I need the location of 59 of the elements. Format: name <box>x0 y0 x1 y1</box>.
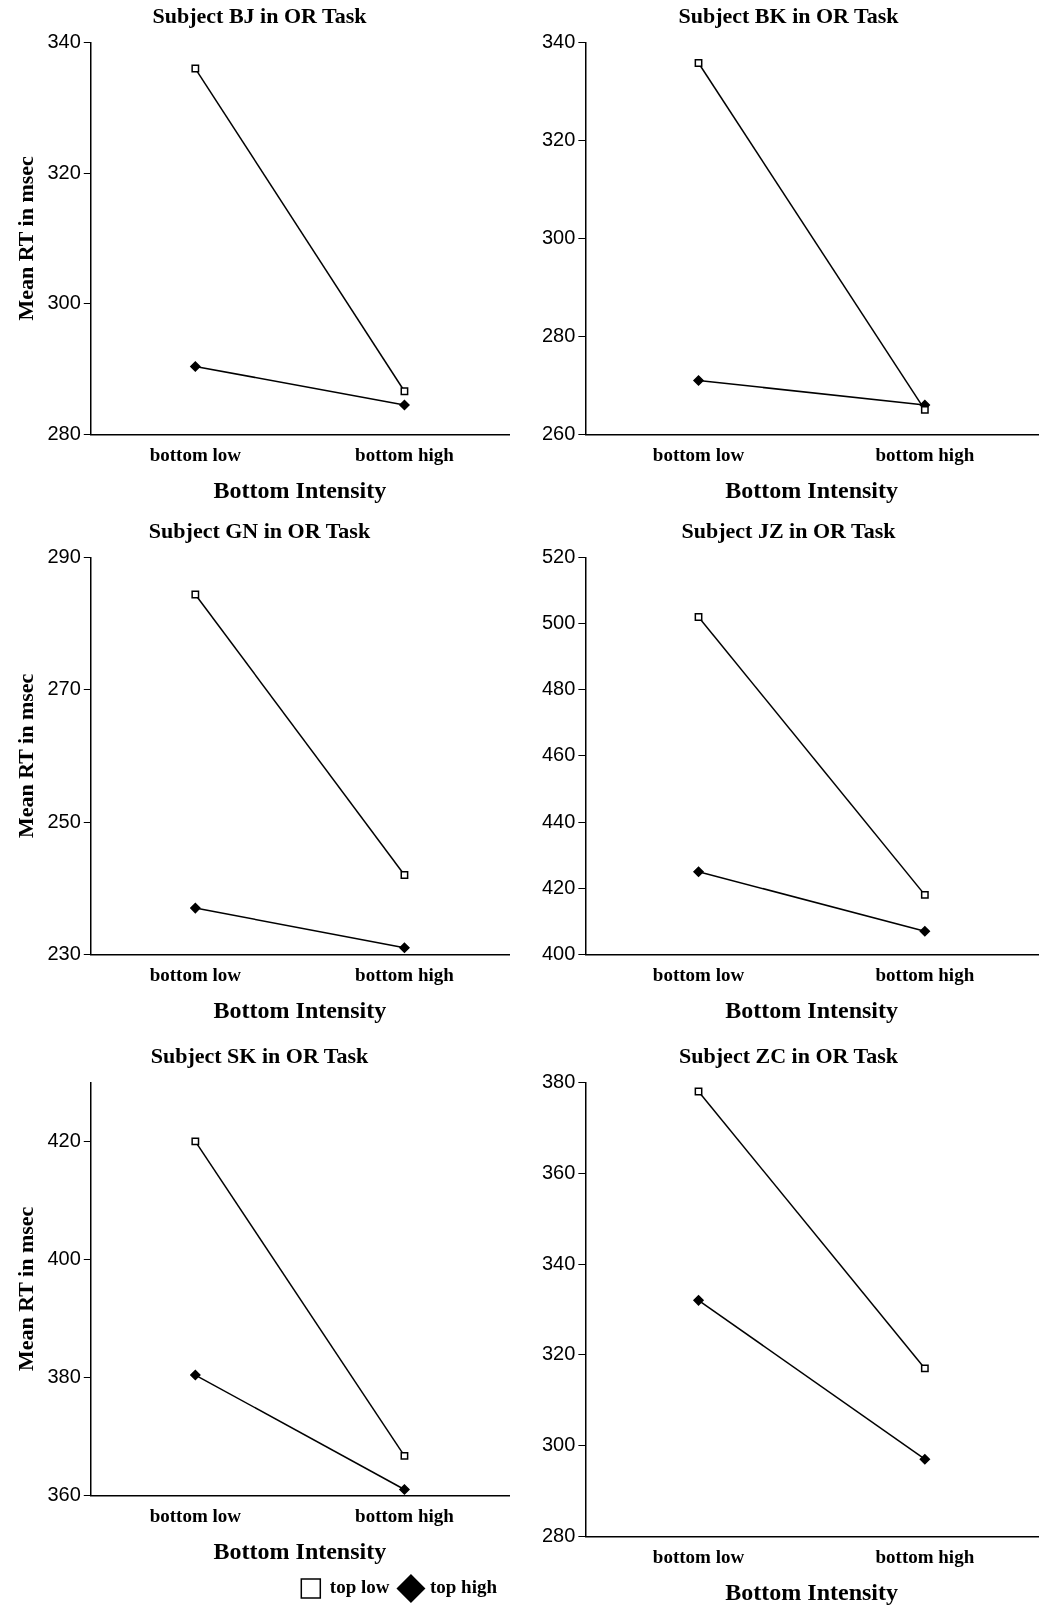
y-tick-label: 250 <box>47 809 81 832</box>
y-tick-label: 300 <box>541 225 576 248</box>
y-tick-label: 340 <box>541 1251 576 1274</box>
x-axis-title: Bottom Intensity <box>213 1537 387 1564</box>
y-tick-label: 380 <box>541 1069 576 1092</box>
x-tick-label: bottom low <box>149 443 242 465</box>
y-tick-label: 280 <box>541 323 576 346</box>
x-tick-label: bottom low <box>149 963 242 985</box>
y-tick-label: 290 <box>47 544 81 567</box>
y-axis-title: Mean RT in msec <box>12 673 38 839</box>
y-tick-label: 300 <box>541 1433 576 1456</box>
legend-label: top low <box>329 1576 390 1598</box>
y-tick-label: 440 <box>541 809 576 832</box>
legend-label: top high <box>429 1576 498 1598</box>
chart-title: Subject JZ in OR Task <box>681 517 897 543</box>
y-tick-label: 340 <box>47 29 81 52</box>
chart-title: Subject SK in OR Task <box>150 1042 370 1068</box>
y-tick-label: 500 <box>541 611 576 634</box>
chart-title: Subject BJ in OR Task <box>152 2 368 28</box>
y-tick-label: 520 <box>541 544 576 567</box>
x-axis-title: Bottom Intensity <box>213 476 387 503</box>
y-tick-label: 280 <box>541 1523 576 1546</box>
y-tick-label: 260 <box>541 421 576 444</box>
x-tick-label: bottom high <box>355 1504 455 1526</box>
y-tick-label: 270 <box>47 677 81 700</box>
x-tick-label: bottom high <box>875 1545 975 1567</box>
chart-title: Subject GN in OR Task <box>148 517 371 543</box>
y-tick-label: 280 <box>47 421 81 444</box>
y-tick-label: 360 <box>541 1160 576 1183</box>
x-tick-label: bottom high <box>355 443 455 465</box>
y-tick-label: 480 <box>541 677 576 700</box>
x-tick-label: bottom high <box>875 963 975 985</box>
y-tick-label: 420 <box>47 1128 81 1151</box>
x-axis-title: Bottom Intensity <box>725 996 899 1023</box>
chart-title: Subject BK in OR Task <box>678 2 900 28</box>
x-tick-label: bottom low <box>149 1504 242 1526</box>
chart-title: Subject ZC in OR Task <box>679 1042 899 1068</box>
x-tick-label: bottom low <box>652 1545 745 1567</box>
y-tick-label: 460 <box>541 743 576 766</box>
x-tick-label: bottom high <box>875 443 975 465</box>
y-tick-label: 320 <box>47 160 81 183</box>
y-tick-label: 300 <box>47 291 81 314</box>
y-tick-label: 360 <box>47 1482 81 1505</box>
y-axis-title: Mean RT in msec <box>12 155 38 321</box>
y-tick-label: 320 <box>541 1342 576 1365</box>
y-tick-label: 400 <box>541 941 576 964</box>
y-tick-label: 400 <box>47 1246 81 1269</box>
x-axis-title: Bottom Intensity <box>213 996 387 1023</box>
x-tick-label: bottom low <box>652 443 745 465</box>
y-tick-label: 340 <box>541 29 576 52</box>
x-axis-title: Bottom Intensity <box>725 476 899 503</box>
y-tick-label: 230 <box>47 941 81 964</box>
x-tick-label: bottom high <box>355 963 455 985</box>
x-axis-title: Bottom Intensity <box>725 1578 899 1605</box>
y-tick-label: 420 <box>541 875 576 898</box>
x-tick-label: bottom low <box>652 963 745 985</box>
y-tick-label: 320 <box>541 127 576 150</box>
y-axis-title: Mean RT in msec <box>12 1206 38 1372</box>
y-tick-label: 380 <box>47 1364 81 1387</box>
